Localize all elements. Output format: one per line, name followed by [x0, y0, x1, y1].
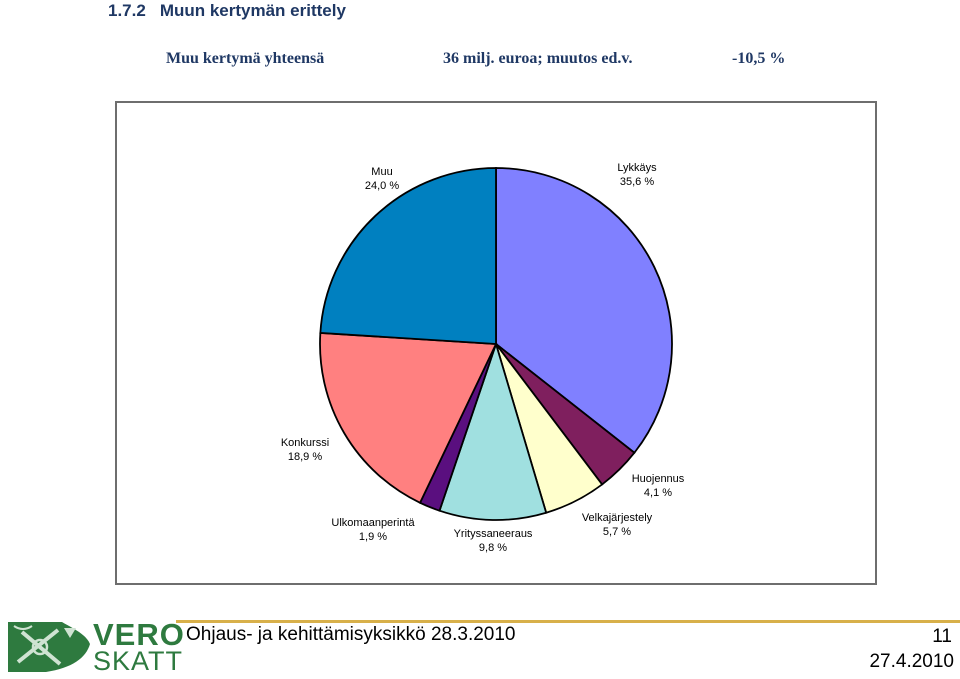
pie-slice-6 — [319, 331, 498, 504]
slice-value-1: 35,6 % — [620, 176, 654, 188]
pie-slice-7 — [319, 167, 497, 345]
vero-skatt-logo: VERO SKATT — [0, 618, 184, 675]
slice-label-6: Konkurssi — [281, 437, 329, 449]
pie-chart-frame: Lykkäys 35,6 % Huojennus 4,1 % Velkajärjeste… — [115, 101, 877, 585]
slice-label-3: Velkajärjestely — [582, 512, 653, 524]
footer-date: 27.4.2010 — [869, 651, 954, 672]
slice-value-4: 9,8 % — [479, 542, 507, 554]
section-number: 1.7.2 — [108, 1, 146, 20]
slice-label-4: Yrityssaneeraus — [454, 528, 533, 540]
slice-label-2: Huojennus — [632, 473, 685, 485]
slice-value-6: 18,9 % — [288, 451, 322, 463]
slice-value-7: 24,0 % — [365, 180, 399, 192]
slice-value-5: 1,9 % — [359, 531, 387, 543]
page-number: 11 — [932, 626, 952, 647]
summary-label: Muu kertymä yhteensä — [166, 50, 325, 67]
coat-of-arms-icon — [8, 622, 90, 672]
footer-divider — [176, 620, 960, 623]
slice-label-7: Muu — [371, 166, 392, 178]
slice-label-1: Lykkäys — [617, 162, 657, 174]
logo-word-skatt: SKATT — [93, 646, 184, 676]
slice-value-3: 5,7 % — [603, 526, 631, 538]
summary-change: -10,5 % — [732, 50, 786, 67]
section-title: Muun kertymän erittely — [159, 1, 346, 20]
pie-chart: Lykkäys 35,6 % Huojennus 4,1 % Velkajärjeste… — [281, 162, 685, 554]
summary-amount: 36 milj. euroa; muutos ed.v. — [443, 50, 633, 67]
logo-word-vero: VERO — [93, 617, 185, 652]
footer-text: Ohjaus- ja kehittämisyksikkö 28.3.2010 — [186, 624, 516, 645]
section-heading: 1.7.2 Muun kertymän erittely — [108, 1, 346, 21]
slice-label-5: Ulkomaanperintä — [331, 517, 415, 529]
pie-slice-4 — [438, 341, 548, 521]
pie-slice-1 — [495, 167, 673, 455]
slice-value-2: 4,1 % — [644, 487, 672, 499]
